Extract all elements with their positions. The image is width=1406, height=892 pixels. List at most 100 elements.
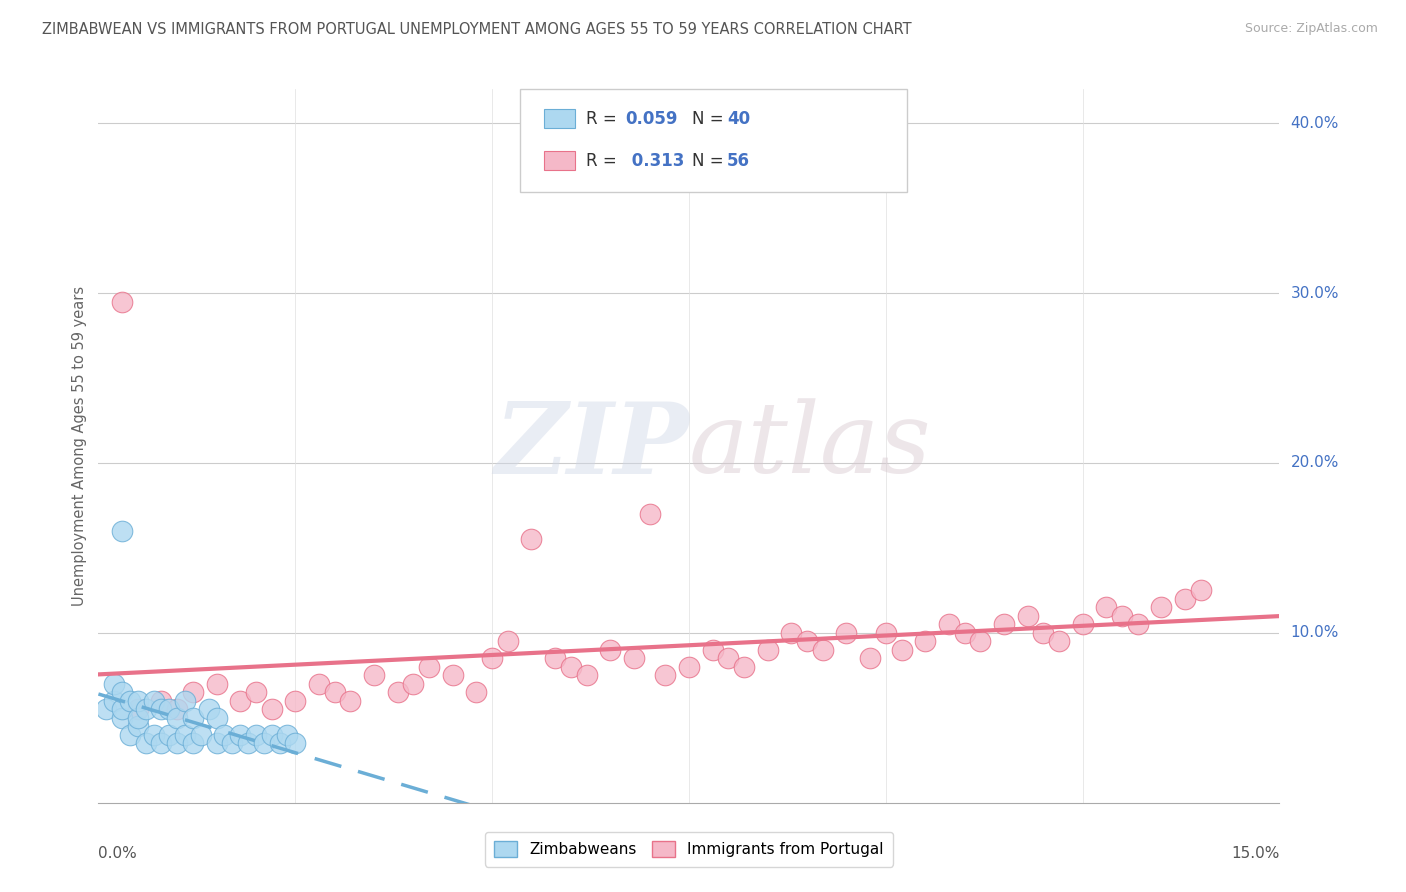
- Point: [481, 651, 503, 665]
- Point: [229, 694, 252, 708]
- Point: [181, 685, 204, 699]
- Point: [1111, 608, 1133, 623]
- Point: [323, 685, 346, 699]
- Point: [269, 736, 291, 750]
- Point: [560, 660, 582, 674]
- Text: 56: 56: [727, 152, 749, 169]
- Point: [157, 728, 180, 742]
- Text: ZIP: ZIP: [494, 398, 689, 494]
- Point: [1126, 617, 1149, 632]
- Point: [127, 702, 149, 716]
- Point: [157, 702, 180, 716]
- Point: [938, 617, 960, 632]
- Point: [174, 728, 197, 742]
- Text: 30.0%: 30.0%: [1291, 285, 1339, 301]
- Point: [127, 694, 149, 708]
- Point: [135, 736, 157, 750]
- Text: 10.0%: 10.0%: [1291, 625, 1339, 640]
- Point: [166, 736, 188, 750]
- Point: [260, 702, 283, 716]
- Point: [654, 668, 676, 682]
- Point: [796, 634, 818, 648]
- Point: [496, 634, 519, 648]
- Point: [253, 736, 276, 750]
- Point: [205, 711, 228, 725]
- Point: [678, 660, 700, 674]
- Point: [1174, 591, 1197, 606]
- Point: [969, 634, 991, 648]
- Point: [702, 643, 724, 657]
- Point: [1047, 634, 1070, 648]
- Point: [181, 711, 204, 725]
- Point: [245, 728, 267, 742]
- Point: [245, 685, 267, 699]
- Point: [465, 685, 488, 699]
- Point: [118, 728, 141, 742]
- Point: [127, 711, 149, 725]
- Point: [111, 524, 134, 538]
- Point: [127, 719, 149, 733]
- Point: [308, 677, 330, 691]
- Point: [103, 694, 125, 708]
- Point: [229, 728, 252, 742]
- Text: 0.0%: 0.0%: [98, 846, 138, 861]
- Point: [284, 694, 307, 708]
- Point: [197, 702, 219, 716]
- Point: [339, 694, 361, 708]
- Point: [1032, 626, 1054, 640]
- Point: [1189, 583, 1212, 598]
- Point: [953, 626, 976, 640]
- Point: [166, 711, 188, 725]
- Point: [623, 651, 645, 665]
- Point: [363, 668, 385, 682]
- Point: [96, 702, 118, 716]
- Point: [402, 677, 425, 691]
- Point: [780, 626, 803, 640]
- Point: [103, 677, 125, 691]
- Text: 40.0%: 40.0%: [1291, 116, 1339, 131]
- Point: [150, 702, 173, 716]
- Point: [190, 728, 212, 742]
- Point: [756, 643, 779, 657]
- Point: [1150, 600, 1173, 615]
- Text: R =: R =: [586, 110, 623, 128]
- Point: [914, 634, 936, 648]
- Point: [150, 694, 173, 708]
- Point: [544, 651, 567, 665]
- Point: [142, 694, 165, 708]
- Point: [835, 626, 858, 640]
- Point: [276, 728, 298, 742]
- Point: [733, 660, 755, 674]
- Point: [890, 643, 912, 657]
- Point: [599, 643, 621, 657]
- Point: [993, 617, 1015, 632]
- Point: [205, 677, 228, 691]
- Text: N =: N =: [692, 110, 728, 128]
- Point: [1095, 600, 1118, 615]
- Text: 40: 40: [727, 110, 749, 128]
- Point: [205, 736, 228, 750]
- Text: N =: N =: [692, 152, 728, 169]
- Text: ZIMBABWEAN VS IMMIGRANTS FROM PORTUGAL UNEMPLOYMENT AMONG AGES 55 TO 59 YEARS CO: ZIMBABWEAN VS IMMIGRANTS FROM PORTUGAL U…: [42, 22, 912, 37]
- Y-axis label: Unemployment Among Ages 55 to 59 years: Unemployment Among Ages 55 to 59 years: [72, 286, 87, 606]
- Point: [575, 668, 598, 682]
- Point: [236, 736, 259, 750]
- Point: [221, 736, 243, 750]
- Point: [387, 685, 409, 699]
- Point: [284, 736, 307, 750]
- Text: Source: ZipAtlas.com: Source: ZipAtlas.com: [1244, 22, 1378, 36]
- Point: [135, 702, 157, 716]
- Point: [181, 736, 204, 750]
- Text: R =: R =: [586, 152, 623, 169]
- Point: [717, 651, 740, 665]
- Point: [166, 702, 188, 716]
- Point: [111, 685, 134, 699]
- Text: 0.059: 0.059: [626, 110, 678, 128]
- Point: [111, 702, 134, 716]
- Point: [875, 626, 897, 640]
- Point: [859, 651, 882, 665]
- Point: [118, 694, 141, 708]
- Point: [174, 694, 197, 708]
- Point: [811, 643, 834, 657]
- Point: [150, 736, 173, 750]
